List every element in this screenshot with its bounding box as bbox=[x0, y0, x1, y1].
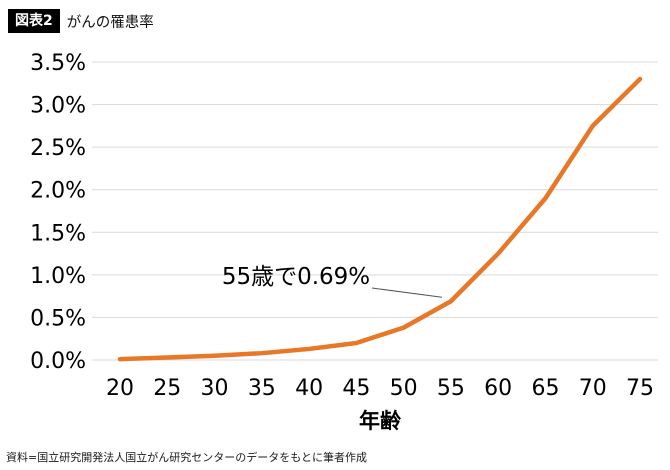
x-axis-tick-label: 20 bbox=[106, 376, 134, 401]
x-axis-tick-label: 40 bbox=[295, 376, 323, 401]
annotation-pointer-line bbox=[371, 287, 442, 298]
x-axis-tick-label: 35 bbox=[248, 376, 276, 401]
x-axis-tick-label: 25 bbox=[153, 376, 181, 401]
y-axis-tick-label: 3.0% bbox=[30, 94, 86, 119]
source-note: 資料=国立研究開発法人国立がん研究センターのデータをもとに筆者作成 bbox=[6, 451, 367, 464]
y-axis-tick-label: 2.0% bbox=[30, 179, 86, 204]
x-axis-title: 年齢 bbox=[359, 409, 402, 433]
chart-title: がんの罹患率 bbox=[66, 14, 154, 31]
annotation-label: 55歳で0.69% bbox=[222, 264, 370, 290]
x-axis-tick-label: 45 bbox=[342, 376, 370, 401]
x-axis-tick-label: 65 bbox=[531, 376, 559, 401]
y-axis-tick-label: 1.0% bbox=[30, 264, 86, 289]
y-axis-tick-label: 2.5% bbox=[30, 136, 86, 161]
incidence-rate-line bbox=[117, 76, 643, 362]
x-axis-tick-label: 50 bbox=[390, 376, 418, 401]
cancer-incidence-line-chart: 0.0% 0.5% 1.0% 1.5% 2.0% 2.5% 3.0% 3.5% 20 25 30 35… bbox=[30, 51, 658, 433]
x-axis-tick-label: 55 bbox=[437, 376, 465, 401]
y-axis-tick-label: 0.5% bbox=[30, 306, 86, 331]
figure-number-badge: 図表2 bbox=[8, 9, 60, 33]
x-axis-tick-label: 30 bbox=[201, 376, 229, 401]
chart-header: 図表2 がんの罹患率 bbox=[8, 9, 154, 33]
x-axis-tick-label: 70 bbox=[579, 376, 607, 401]
x-axis-tick-label: 60 bbox=[484, 376, 512, 401]
x-axis-tick-label: 75 bbox=[626, 376, 654, 401]
y-axis-tick-label: 0.0% bbox=[30, 349, 86, 374]
y-axis-tick-label: 3.5% bbox=[30, 51, 86, 76]
y-axis-tick-label: 1.5% bbox=[30, 221, 86, 246]
